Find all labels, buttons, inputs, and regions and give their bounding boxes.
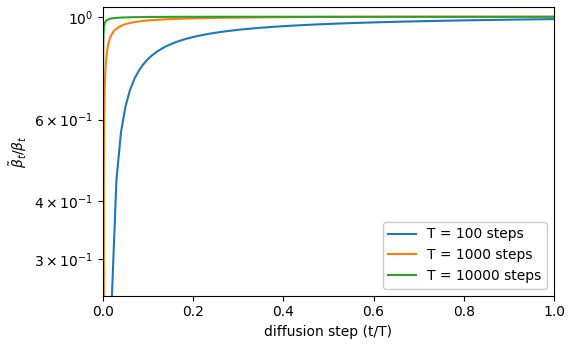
T = 10000 steps — [320, 15, 327, 19]
T = 10000 steps — [354, 15, 361, 19]
T = 100 steps — [370, 20, 377, 25]
T = 10000 steps — [118, 16, 125, 20]
Line: T = 100 steps: T = 100 steps — [108, 19, 554, 346]
T = 10000 steps — [188, 15, 195, 19]
T = 1000 steps — [459, 15, 466, 19]
T = 10000 steps — [527, 15, 534, 19]
T = 10000 steps — [126, 15, 133, 19]
Legend: T = 100 steps, T = 1000 steps, T = 10000 steps: T = 100 steps, T = 1000 steps, T = 10000… — [383, 222, 547, 289]
T = 100 steps — [528, 17, 535, 21]
T = 100 steps — [515, 18, 522, 22]
T = 100 steps — [208, 31, 214, 36]
T = 10000 steps — [551, 15, 558, 19]
T = 1000 steps — [282, 15, 289, 19]
T = 1000 steps — [451, 15, 458, 19]
T = 1000 steps — [146, 18, 153, 22]
T = 1000 steps — [410, 15, 416, 19]
Y-axis label: $\tilde{\beta}_t/\beta_t$: $\tilde{\beta}_t/\beta_t$ — [7, 135, 29, 168]
X-axis label: diffusion step (t/T): diffusion step (t/T) — [264, 325, 392, 339]
T = 100 steps — [551, 17, 558, 21]
Line: T = 1000 steps: T = 1000 steps — [104, 17, 554, 346]
Line: T = 10000 steps: T = 10000 steps — [103, 17, 554, 346]
T = 10000 steps — [102, 20, 109, 25]
T = 1000 steps — [551, 15, 558, 19]
T = 1000 steps — [299, 15, 305, 19]
T = 100 steps — [190, 35, 197, 39]
T = 100 steps — [334, 21, 341, 26]
